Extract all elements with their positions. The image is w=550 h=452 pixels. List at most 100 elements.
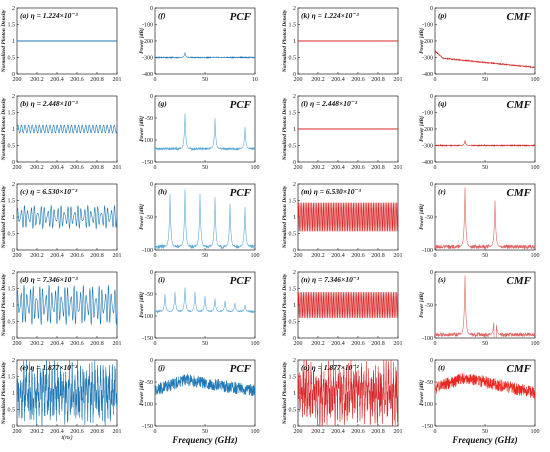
panel-d: 0 0.5 1 1.5 2 200 200.2 200.4 200.6 200.8 201 Norma… (1, 270, 122, 347)
y-axis-label-m: Normalized Photon Density (282, 185, 288, 249)
panel-label-j: (j) (158, 363, 166, 372)
y-tick-label-p: -100 (422, 23, 433, 29)
x-tick-label-b: 201 (113, 165, 122, 171)
x-tick-label-d: 200 (13, 341, 22, 347)
x-tick-label-a: 200.8 (90, 77, 104, 83)
panel-title-i: PCF (230, 275, 252, 287)
panel-l: 0 0.5 1 1.5 2 200 200.2 200.4 200.6 200.8 201 Norma… (282, 94, 403, 171)
y-axis-label-r: Power [dB] (419, 204, 425, 230)
y-tick-label-i: -150 (142, 336, 153, 342)
x-tick-label-n: 201 (394, 341, 403, 347)
x-tick-label-p: 50 (482, 77, 488, 83)
y-tick-label-n: 1.5 (289, 287, 297, 293)
y-tick-label-a: 1.5 (8, 23, 16, 29)
x-tick-label-k: 200 (294, 77, 303, 83)
y-tick-label-o: 1.5 (289, 375, 297, 381)
x-tick-label-n: 200.6 (351, 341, 365, 347)
x-tick-label-m: 200.4 (331, 253, 345, 259)
x-tick-label-o: 200.8 (371, 429, 385, 435)
y-tick-label-f: -100 (142, 23, 153, 29)
y-tick-label-c: 1 (12, 215, 15, 221)
y-tick-label-g: -100 (142, 138, 153, 144)
panel-label-e: (e) η = 1.877×10⁻² (20, 363, 78, 372)
y-tick-label-g: 0 (150, 94, 153, 100)
y-axis-label-n: Normalized Photon Density (282, 273, 288, 337)
x-tick-label-c: 200.4 (50, 253, 64, 259)
panel-label-d: (d) η = 7.346×10⁻³ (20, 275, 78, 284)
x-tick-label-l: 200.6 (351, 165, 365, 171)
y-axis-label-t: Power [dB] (419, 380, 425, 406)
y-tick-label-j: -50 (145, 380, 153, 386)
x-tick-label-a: 200.6 (70, 77, 84, 83)
panel-title-f: PCF (230, 11, 252, 23)
y-tick-label-i: -100 (142, 314, 153, 320)
y-axis-label-p: Power [dB] (419, 28, 425, 54)
x-tick-label-g: 100 (251, 165, 260, 171)
x-tick-label-n: 200.8 (371, 341, 385, 347)
x-tick-label-r: 0 (434, 253, 437, 259)
x-tick-label-r: 100 (531, 253, 540, 259)
y-tick-label-p: -200 (422, 39, 433, 45)
x-tick-label-d: 200.8 (90, 341, 104, 347)
y-tick-label-c: 0.5 (8, 232, 16, 238)
panel-label-t: (t) (438, 363, 446, 372)
x-tick-label-e: 200 (13, 429, 22, 435)
series-line-o (297, 359, 399, 427)
panel-title-p: CMF (507, 11, 532, 23)
x-axis-label-e: t(ns) (62, 434, 73, 441)
panel-n: 0 0.5 1 1.5 2 200 200.2 200.4 200.6 200.8 201 Norma… (282, 270, 403, 347)
x-tick-label-o: 201 (394, 429, 403, 435)
y-tick-label-m: 1 (293, 215, 296, 221)
panel-label-c: (c) η = 6.530×10⁻³ (20, 187, 78, 196)
y-tick-label-j: -150 (142, 424, 153, 430)
y-tick-label-e: 2 (12, 358, 15, 364)
x-tick-label-b: 200.4 (50, 165, 64, 171)
y-tick-label-q: 0 (430, 94, 433, 100)
x-tick-label-m: 200 (294, 253, 303, 259)
y-axis-label-h: Power [dB] (139, 204, 145, 230)
y-tick-label-l: 1.5 (289, 111, 297, 117)
y-tick-label-f: 0 (150, 6, 153, 12)
x-tick-label-j: 0 (154, 429, 157, 435)
y-tick-label-d: 1.5 (8, 287, 16, 293)
panel-label-i: (i) (158, 275, 166, 284)
x-tick-label-o: 200.4 (331, 429, 345, 435)
x-tick-label-s: 50 (482, 341, 488, 347)
y-tick-label-t: -150 (422, 424, 433, 430)
series-line-t (434, 372, 536, 399)
x-tick-label-k: 200.8 (371, 77, 385, 83)
y-tick-label-a: 1 (12, 39, 15, 45)
x-tick-label-m: 200.2 (311, 253, 325, 259)
y-tick-label-k: 1.5 (289, 23, 297, 29)
y-tick-label-e: 0.5 (8, 408, 16, 414)
y-tick-label-b: 1 (12, 127, 15, 133)
y-tick-label-a: 0 (12, 72, 15, 78)
x-tick-label-c: 200.6 (70, 253, 84, 259)
x-tick-label-o: 200 (294, 429, 303, 435)
y-tick-label-l: 1 (293, 127, 296, 133)
y-tick-label-b: 1.5 (8, 111, 16, 117)
y-tick-label-t: -100 (422, 402, 433, 408)
panel-title-s: CMF (507, 275, 532, 287)
x-tick-label-b: 200.2 (30, 165, 44, 171)
y-tick-label-c: 1.5 (8, 199, 16, 205)
panel-k: 0 0.5 1 1.5 2 200 200.2 200.4 200.6 200.8 201 Norma… (282, 6, 403, 83)
panel-label-o: (o) η = 1.877×10⁻² (301, 363, 359, 372)
y-tick-label-m: 1.5 (289, 199, 297, 205)
x-tick-label-d: 201 (113, 341, 122, 347)
y-tick-label-s: 0 (430, 270, 433, 276)
y-tick-label-b: 2 (12, 94, 15, 100)
x-tick-label-n: 200.4 (331, 341, 345, 347)
x-tick-label-j: 50 (202, 429, 208, 435)
x-tick-label-i: 50 (202, 341, 208, 347)
x-tick-label-l: 200.4 (331, 165, 345, 171)
plot-frame-q (434, 95, 536, 163)
y-tick-label-q: -200 (422, 127, 433, 133)
panel-label-b: (b) η = 2.448×10⁻³ (20, 99, 78, 108)
panel-title-q: CMF (507, 99, 532, 111)
